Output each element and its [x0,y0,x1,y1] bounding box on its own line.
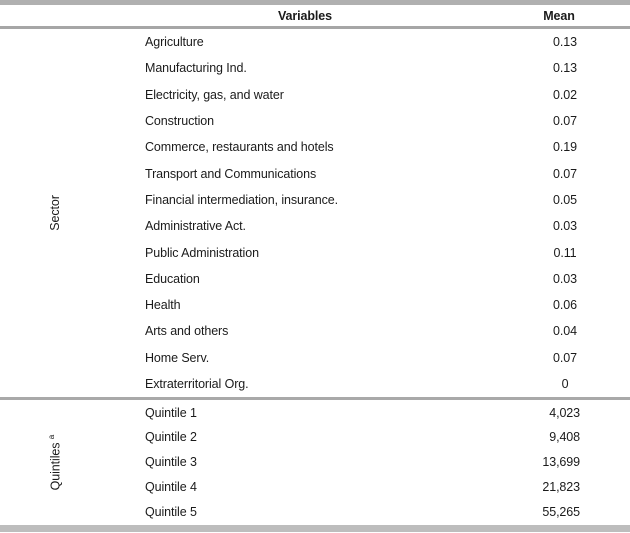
table-header-row: Variables Mean [0,5,630,26]
quintiles-footnote-marker: a [47,434,57,440]
top-rule [0,0,630,5]
table-row: Electricity, gas, and water 0.02 [110,82,630,108]
variable-name: Home Serv. [145,350,210,365]
mean-value: 0.07 [553,114,577,129]
mean-value: 0.13 [553,35,577,50]
table-row: Agriculture 0.13 [110,29,630,55]
table-row: Financial intermediation, insurance. 0.0… [110,187,630,213]
mean-value: 0 [561,377,569,391]
mean-value: 0.07 [553,166,577,181]
quintiles-label-text: Quintiles [48,442,63,491]
table-row: Arts and others 0.04 [110,318,630,344]
mean-value: 0.05 [553,192,577,207]
table-row: Manufacturing Ind. 0.13 [110,55,630,81]
quintiles-rows: Quintile 1 4,023 Quintile 2 9,408 Quinti… [110,400,630,524]
mean-value: 0.03 [553,219,577,234]
mean-value: 9,408 [549,430,580,445]
bottom-rule [0,524,630,532]
table-row: Home Serv. 0.07 [110,345,630,371]
section-rule [0,397,630,401]
mean-value: 0.19 [553,140,577,155]
mean-value: 0.11 [553,245,577,260]
variable-name: Agriculture [145,35,204,50]
quintiles-label-cell: Quintiles a [0,400,110,524]
variable-name: Public Administration [145,245,259,260]
table-row: Transport and Communications 0.07 [110,160,630,186]
variable-name: Health [145,298,181,313]
header-rule [0,26,630,29]
variable-name: Construction [145,114,214,129]
table-row: Quintile 5 55,265 [110,500,630,525]
mean-value: 0.04 [553,324,577,339]
group-label-quintiles: Quintiles a [47,435,62,491]
variable-name: Quintile 4 [145,480,197,495]
mean-value: 0.06 [553,298,577,313]
table-row: Quintile 1 4,023 [110,400,630,425]
variable-name: Extraterritorial Org. [145,377,249,391]
variable-name: Quintile 1 [145,405,197,420]
group-label-sector: Sector [48,195,62,231]
mean-value: 0.13 [553,61,577,76]
table-row: Quintile 3 13,699 [110,450,630,475]
variable-name: Arts and others [145,324,229,339]
variable-name: Quintile 3 [145,455,197,470]
mean-value: 0.03 [553,271,577,286]
column-header-mean: Mean [543,8,575,23]
table-row: Quintile 4 21,823 [110,475,630,500]
table-row: Public Administration 0.11 [110,239,630,265]
variable-name: Quintile 5 [145,505,197,520]
table-row: Education 0.03 [110,266,630,292]
table-row: Administrative Act. 0.03 [110,213,630,239]
variable-name: Transport and Communications [145,166,317,181]
variable-name: Commerce, restaurants and hotels [145,140,334,155]
variable-name: Financial intermediation, insurance. [145,192,339,207]
table-row: Extraterritorial Org. 0 [110,371,630,397]
variable-name: Quintile 2 [145,430,197,445]
mean-value: 0.02 [553,87,577,102]
variable-name: Education [145,271,200,286]
mean-value: 4,023 [549,405,580,420]
table-row: Quintile 2 9,408 [110,425,630,450]
mean-value: 0.07 [553,350,577,365]
column-header-variables: Variables [277,8,332,23]
variable-name: Administrative Act. [145,219,246,234]
table-row: Construction 0.07 [110,108,630,134]
table-row: Health 0.06 [110,292,630,318]
variable-name: Electricity, gas, and water [145,87,284,102]
sector-group: Sector Agriculture 0.13 Manufacturing In… [0,29,630,397]
sector-rows: Agriculture 0.13 Manufacturing Ind. 0.13… [110,29,630,397]
quintiles-group: Quintiles a Quintile 1 4,023 Quintile 2 … [0,400,630,524]
sector-label-cell: Sector [0,29,110,397]
table-row: Commerce, restaurants and hotels 0.19 [110,134,630,160]
variable-name: Manufacturing Ind. [145,61,247,76]
mean-value: 13,699 [542,455,580,470]
mean-value: 21,823 [542,480,580,495]
mean-value: 55,265 [542,505,580,520]
